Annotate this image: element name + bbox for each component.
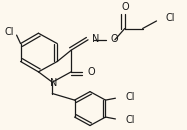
Text: Cl: Cl bbox=[125, 92, 135, 102]
Text: N: N bbox=[50, 78, 57, 88]
Text: Cl: Cl bbox=[125, 115, 135, 125]
Text: O: O bbox=[111, 34, 119, 44]
Text: N: N bbox=[92, 34, 99, 44]
Text: Cl: Cl bbox=[5, 27, 14, 37]
Text: O: O bbox=[87, 67, 95, 77]
Text: O: O bbox=[122, 2, 130, 12]
Text: Cl: Cl bbox=[165, 13, 175, 23]
